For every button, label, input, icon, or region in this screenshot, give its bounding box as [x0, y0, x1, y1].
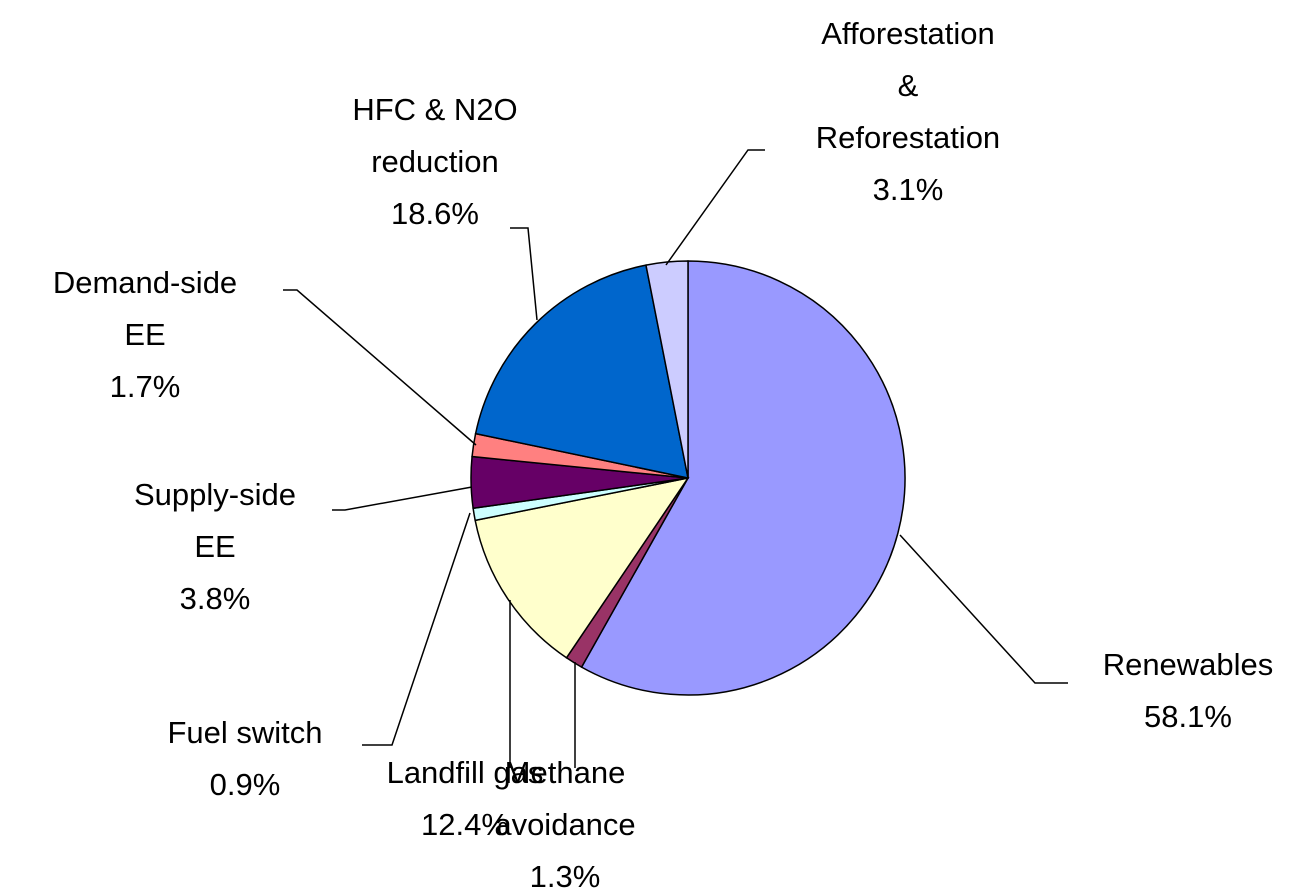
leader-line — [332, 486, 473, 511]
pie-slice — [474, 476, 690, 659]
data-label: Methane avoidance 1.3% — [465, 747, 665, 891]
data-label: Landfill gas 12.4% — [365, 747, 565, 851]
data-label: Demand-side EE 1.7% — [45, 257, 245, 413]
category-label: Supply-side EE — [134, 477, 296, 564]
category-label: Landfill gas — [386, 755, 544, 790]
category-label: HFC & N2O reduction — [352, 92, 518, 179]
value-label: 58.1% — [1144, 699, 1232, 734]
category-label: Renewables — [1102, 647, 1274, 682]
data-label: Supply-side EE 3.8% — [120, 469, 310, 625]
value-label: 0.9% — [209, 767, 281, 802]
category-label: Afforestation & Reforestation — [815, 16, 1001, 155]
pie-slice — [580, 260, 906, 696]
leader-line — [899, 534, 1068, 684]
value-label: 1.7% — [109, 369, 181, 404]
leader-line — [362, 512, 471, 746]
value-label: 12.4% — [421, 807, 509, 842]
category-label: Demand-side EE — [52, 265, 238, 352]
pie-slice — [474, 264, 689, 479]
value-label: 18.6% — [391, 196, 479, 231]
value-label: 1.3% — [529, 859, 601, 891]
value-label: 3.1% — [872, 172, 944, 207]
pie-slice — [645, 260, 689, 479]
data-label: Fuel switch 0.9% — [130, 707, 360, 811]
data-label: Afforestation & Reforestation 3.1% — [808, 8, 1008, 216]
data-label: HFC & N2O reduction 18.6% — [325, 84, 545, 240]
value-label: 3.8% — [179, 581, 251, 616]
leader-line — [665, 149, 765, 266]
leader-line — [283, 289, 477, 446]
leader-line — [510, 227, 538, 321]
category-label: Methane avoidance — [494, 755, 636, 842]
category-label: Fuel switch — [167, 715, 323, 750]
data-label: Renewables 58.1% — [1068, 639, 1308, 743]
